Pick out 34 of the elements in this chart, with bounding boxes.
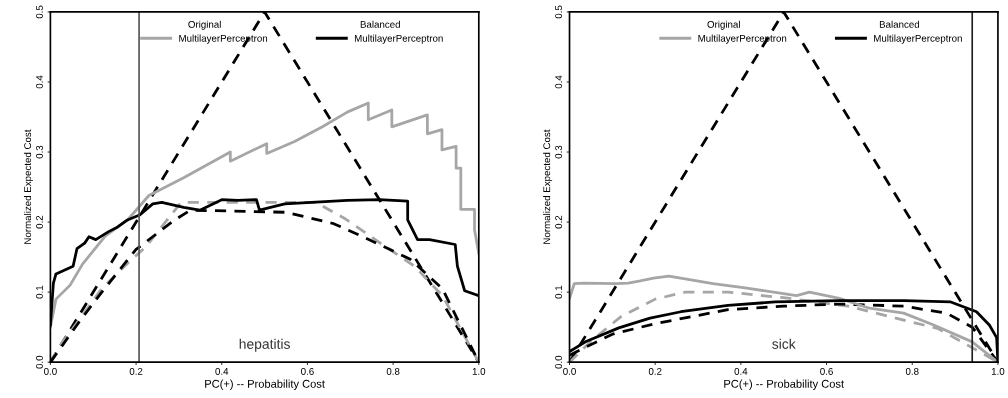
x-axis-title: PC(+) -- Probability Cost [724,379,844,390]
x-tick-label: 0.6 [820,367,833,375]
y-tick-label: 0.3 [36,145,43,159]
x-tick-label: 1.0 [991,367,1005,375]
y-axis-title: Normalized Expected Cost [23,129,33,244]
x-tick-label: 0.6 [301,367,314,375]
x-tick-label: 0.2 [129,367,143,375]
annotation: Balanced [879,20,920,28]
y-tick-label: 0.3 [555,145,563,159]
y-tick-label: 0.1 [36,285,43,299]
x-tick-label: 0.8 [905,367,919,375]
annotation: Original [188,20,221,30]
x-axis-title: PC(+) -- Probability Cost [205,379,325,390]
x-tick-label: 0.0 [44,367,57,375]
y-tick-label: 0.2 [555,215,563,229]
legend-label: MultilayerPerceptron [354,34,443,44]
x-tick-label: 1.0 [472,367,486,375]
x-tick-label: 0.2 [648,367,662,375]
y-tick-label: 0.5 [36,5,43,19]
y-tick-label: 0.2 [36,215,43,229]
y-tick-label: 0.1 [555,285,563,299]
x-tick-label: 0.8 [386,367,400,375]
y-tick-label: 0.4 [555,75,563,89]
x-tick-label: 0.4 [215,367,229,375]
annotation: Balanced [360,20,400,28]
annotation: sick [772,338,796,349]
annotation: hepatitis [239,338,290,352]
legend-label: MultilayerPerceptron [874,34,962,44]
y-axis-title: Normalized Expected Cost [543,129,553,244]
y-tick-label: 0.4 [36,75,43,89]
x-tick-label: 0.0 [563,367,576,375]
annotation: Original [707,20,740,30]
y-tick-label: 0.5 [555,5,563,19]
x-tick-label: 0.4 [734,367,748,375]
